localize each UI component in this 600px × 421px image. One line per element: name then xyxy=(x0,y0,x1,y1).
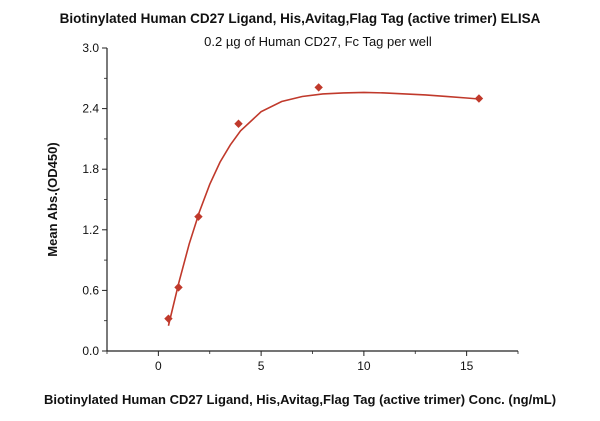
y-tick-label: 3.0 xyxy=(82,41,99,55)
y-tick-label: 1.2 xyxy=(82,223,99,237)
y-axis-ticks: 0.0 0.6 1.2 1.8 2.4 3.0 xyxy=(82,41,107,358)
y-axis-label: Mean Abs.(OD450) xyxy=(45,142,60,256)
x-tick-label: 0 xyxy=(155,359,162,373)
y-tick-label: 1.8 xyxy=(82,162,99,176)
data-point xyxy=(174,283,183,292)
data-point xyxy=(474,94,484,103)
y-tick-label: 0.6 xyxy=(82,283,99,297)
data-point xyxy=(194,212,203,221)
fit-curve xyxy=(167,91,480,326)
x-axis-label: Biotinylated Human CD27 Ligand, His,Avit… xyxy=(44,392,556,407)
x-tick-label: 10 xyxy=(357,359,371,373)
data-point xyxy=(314,83,323,92)
y-tick-label: 2.4 xyxy=(82,102,99,116)
x-tick-label: 15 xyxy=(460,359,474,373)
chart-subtitle: 0.2 µg of Human CD27, Fc Tag per well xyxy=(204,34,432,49)
data-point xyxy=(164,314,173,323)
x-tick-label: 5 xyxy=(258,359,265,373)
data-point xyxy=(234,119,243,128)
plot-area: 0.0 0.6 1.2 1.8 2.4 3.0 0 5 10 15 xyxy=(82,41,519,373)
chart-title: Biotinylated Human CD27 Ligand, His,Avit… xyxy=(60,11,541,26)
x-axis-ticks: 0 5 10 15 xyxy=(106,351,519,373)
y-tick-label: 0.0 xyxy=(82,344,99,358)
data-points xyxy=(164,83,484,323)
